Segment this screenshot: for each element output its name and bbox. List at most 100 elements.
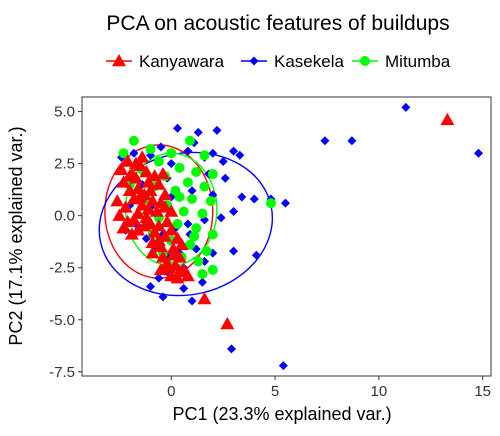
point-kanyawara xyxy=(114,162,129,176)
point-kasekela xyxy=(183,146,193,156)
y-tick-label: -2.5 xyxy=(49,260,75,277)
point-kasekela xyxy=(237,192,247,202)
point-kanyawara xyxy=(112,208,127,221)
point-kanyawara xyxy=(151,219,166,232)
x-tick-label: 0 xyxy=(167,383,175,400)
point-kanyawara xyxy=(153,239,168,253)
point-kanyawara xyxy=(145,246,160,259)
chart-title: PCA on acoustic features of buildups xyxy=(106,12,449,35)
point-kanyawara xyxy=(120,154,135,167)
point-kasekela xyxy=(280,198,290,208)
point-kasekela xyxy=(278,361,288,371)
point-kanyawara xyxy=(197,291,212,305)
point-kasekela xyxy=(158,292,168,302)
point-mitumba xyxy=(128,135,139,146)
point-kasekela xyxy=(229,146,239,156)
point-mitumba xyxy=(182,177,193,188)
point-kasekela xyxy=(229,246,239,256)
point-kasekela xyxy=(401,102,411,112)
point-mitumba xyxy=(205,196,216,207)
point-kanyawara xyxy=(116,175,131,188)
point-mitumba xyxy=(184,239,195,250)
point-kanyawara xyxy=(143,217,158,230)
point-kanyawara xyxy=(124,227,139,240)
point-kasekela xyxy=(156,142,166,152)
point-kasekela xyxy=(220,173,230,183)
point-mitumba xyxy=(187,194,198,205)
point-kanyawara xyxy=(145,194,160,207)
point-kasekela xyxy=(229,207,239,217)
point-mitumba xyxy=(265,198,276,209)
point-kasekela xyxy=(129,148,139,158)
x-axis: 0 5 10 15 xyxy=(167,376,491,400)
point-kanyawara xyxy=(128,156,143,169)
point-kasekela xyxy=(187,186,197,196)
point-kanyawara xyxy=(166,241,181,255)
legend-label-mitumba: Mitumba xyxy=(385,52,451,71)
point-mitumba xyxy=(199,181,210,192)
legend-marker-kanyawara xyxy=(112,54,126,67)
point-kasekela xyxy=(146,281,156,291)
point-kanyawara xyxy=(180,269,195,282)
point-kanyawara xyxy=(160,214,175,228)
y-tick-label: 2.5 xyxy=(54,156,75,173)
legend-marker-kasekela xyxy=(249,56,259,66)
x-tick-label: 5 xyxy=(271,383,279,400)
point-kanyawara xyxy=(164,204,179,217)
point-kasekela xyxy=(474,148,484,158)
point-mitumba xyxy=(193,256,204,267)
legend: Kanyawara Kasekela Mitumba xyxy=(106,52,451,71)
point-kasekela xyxy=(235,150,245,160)
point-kanyawara xyxy=(131,181,146,194)
point-kanyawara xyxy=(110,194,125,207)
point-mitumba xyxy=(207,169,218,180)
point-kanyawara xyxy=(141,202,156,215)
point-kasekela xyxy=(212,125,222,135)
y-axis: 5.0 2.5 0.0 -2.5 -5.0 -7.5 xyxy=(49,104,82,381)
point-kanyawara xyxy=(170,271,185,284)
y-tick-label: -5.0 xyxy=(49,312,75,329)
point-kasekela xyxy=(187,296,197,306)
plot-panel-border xyxy=(81,96,492,377)
legend-marker-mitumba xyxy=(360,56,370,66)
point-kasekela xyxy=(249,194,259,204)
legend-label-kasekela: Kasekela xyxy=(274,52,344,71)
point-kanyawara xyxy=(166,248,181,261)
point-kanyawara xyxy=(174,237,189,251)
legend-label-kanyawara: Kanyawara xyxy=(139,52,225,71)
point-mitumba xyxy=(191,223,202,234)
point-mitumba xyxy=(191,166,202,177)
point-kanyawara xyxy=(141,175,156,188)
point-mitumba xyxy=(197,208,208,219)
point-kasekela xyxy=(251,250,261,260)
point-kanyawara xyxy=(116,221,131,234)
point-kanyawara xyxy=(149,204,164,217)
y-axis-title: PC2 (17.1% explained var.) xyxy=(6,126,26,345)
x-tick-label: 10 xyxy=(371,383,388,400)
point-kasekela xyxy=(226,344,236,354)
point-kasekela xyxy=(208,148,218,158)
point-mitumba xyxy=(118,148,129,159)
point-kasekela xyxy=(179,284,189,294)
x-axis-title: PC1 (23.3% explained var.) xyxy=(172,404,391,424)
point-mitumba xyxy=(184,135,195,146)
point-kasekela xyxy=(218,157,228,167)
point-kanyawara xyxy=(135,150,150,163)
point-kanyawara xyxy=(118,200,133,213)
point-kanyawara xyxy=(162,260,177,273)
point-mitumba xyxy=(166,148,177,159)
point-kasekela xyxy=(183,219,193,229)
point-kanyawara xyxy=(147,225,162,238)
point-mitumba xyxy=(174,191,185,202)
x-tick-label: 15 xyxy=(474,383,491,400)
y-tick-label: 5.0 xyxy=(54,104,75,121)
point-mitumba xyxy=(207,264,218,275)
y-tick-label: -7.5 xyxy=(49,364,75,381)
point-mitumba xyxy=(178,206,189,217)
point-mitumba xyxy=(197,268,208,279)
point-kanyawara xyxy=(151,177,166,190)
point-kanyawara xyxy=(158,187,173,201)
point-kasekela xyxy=(197,277,207,287)
